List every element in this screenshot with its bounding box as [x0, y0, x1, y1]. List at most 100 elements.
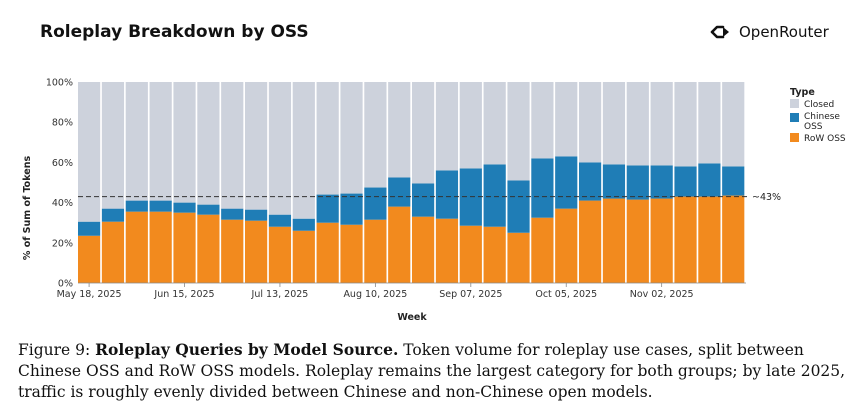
bar-closed-27 [722, 82, 745, 167]
bar-closed-8 [268, 82, 292, 215]
bar-closed-23 [626, 82, 649, 166]
bar-row-12 [364, 219, 387, 283]
bar-row-22 [602, 198, 626, 283]
legend-label-row: RoW OSS [804, 134, 846, 144]
bar-closed-0 [78, 82, 101, 222]
bar-closed-9 [292, 82, 315, 219]
brand-name: OpenRouter [739, 23, 830, 41]
bar-row-3 [149, 211, 172, 283]
bar-chinese-9 [292, 218, 315, 231]
bar-row-8 [268, 226, 292, 283]
bar-chinese-6 [221, 208, 244, 220]
legend-title: Type [790, 87, 815, 98]
bar-chinese-4 [173, 202, 196, 213]
y-tick-label: 40% [52, 198, 73, 209]
x-tick-label: Nov 02, 2025 [630, 289, 694, 300]
legend-label-chinese: Chinese OSS [804, 112, 840, 132]
bar-chinese-19 [531, 158, 554, 218]
bar-row-25 [674, 196, 697, 283]
bar-row-19 [531, 217, 554, 283]
bar-row-0 [78, 235, 101, 283]
bar-chinese-2 [125, 200, 148, 212]
bar-closed-11 [340, 82, 363, 194]
bar-row-1 [101, 221, 125, 283]
y-tick-label: 20% [52, 238, 73, 249]
x-tick-label: Sep 07, 2025 [439, 289, 502, 300]
bar-row-18 [507, 232, 530, 283]
bar-row-26 [698, 196, 721, 283]
bar-row-13 [388, 206, 411, 283]
y-axis-title: % of Sum of Tokens [22, 156, 33, 261]
bar-row-15 [435, 218, 459, 283]
bar-closed-21 [579, 82, 602, 163]
bar-closed-3 [149, 82, 172, 201]
bar-row-5 [197, 214, 220, 283]
bar-chinese-14 [412, 183, 435, 217]
x-tick-label: Aug 10, 2025 [343, 289, 407, 300]
bar-closed-25 [674, 82, 697, 167]
bar-closed-4 [173, 82, 196, 203]
y-tick-label: 80% [52, 118, 73, 129]
bar-chinese-21 [579, 162, 602, 201]
bar-closed-26 [698, 82, 721, 164]
legend: Type Closed Chinese OSS RoW OSS [790, 87, 846, 144]
bar-chinese-15 [435, 170, 459, 219]
bar-closed-5 [197, 82, 220, 205]
bar-closed-14 [412, 82, 435, 184]
bar-row-14 [412, 216, 435, 283]
bar-chinese-24 [650, 165, 673, 199]
bar-row-23 [626, 199, 649, 283]
x-tick-label: Jun 15, 2025 [153, 289, 214, 300]
bar-chinese-25 [674, 166, 697, 197]
legend-label-closed: Closed [804, 100, 834, 110]
bar-row-21 [579, 200, 602, 283]
bar-row-9 [292, 230, 315, 283]
chart: Roleplay Breakdown by OSS OpenRouter ~43… [22, 22, 846, 323]
plot-area: ~43% [78, 82, 781, 283]
bar-row-10 [316, 222, 339, 283]
brand: OpenRouter [710, 23, 830, 41]
bar-row-2 [125, 211, 148, 283]
legend-swatch-closed [790, 99, 799, 108]
caption-text: Token volume for roleplay use cases, spl… [18, 341, 846, 401]
caption-prefix: Figure 9: [18, 341, 96, 359]
bar-closed-19 [531, 82, 554, 159]
bar-row-6 [221, 219, 244, 283]
bar-chinese-18 [507, 180, 530, 233]
bar-chinese-3 [149, 200, 172, 212]
legend-swatch-row [790, 133, 799, 142]
bar-closed-15 [435, 82, 459, 171]
bar-closed-1 [101, 82, 125, 209]
bar-closed-12 [364, 82, 387, 188]
bar-chinese-11 [340, 193, 363, 225]
bar-closed-2 [125, 82, 148, 201]
x-tick-label: Oct 05, 2025 [535, 289, 597, 300]
bar-chinese-27 [722, 166, 745, 196]
chart-title: Roleplay Breakdown by OSS [40, 22, 309, 42]
bar-row-11 [340, 224, 363, 283]
bar-row-24 [650, 198, 673, 283]
bar-row-20 [555, 208, 578, 283]
bar-chinese-10 [316, 194, 339, 223]
bar-row-27 [722, 195, 745, 283]
y-tick-label: 100% [46, 78, 73, 89]
y-tick-label: 0% [58, 279, 73, 290]
bar-closed-22 [602, 82, 626, 165]
bar-chinese-8 [268, 214, 292, 227]
bar-chinese-23 [626, 165, 649, 200]
bar-row-4 [173, 212, 196, 283]
x-tick-label: May 18, 2025 [57, 289, 122, 300]
bar-chinese-22 [602, 164, 626, 199]
bar-chinese-13 [388, 177, 411, 207]
bar-closed-20 [555, 82, 578, 157]
bar-closed-6 [221, 82, 244, 209]
bar-chinese-1 [101, 208, 125, 222]
bar-chinese-20 [555, 156, 578, 209]
y-axis: 0% 20% 40% 60% 80% 100% [46, 78, 73, 290]
openrouter-logo-icon [710, 25, 729, 39]
bar-closed-17 [483, 82, 506, 165]
legend-swatch-chinese [790, 113, 799, 122]
bar-chinese-0 [78, 221, 101, 236]
reference-line-label: ~43% [752, 192, 781, 203]
